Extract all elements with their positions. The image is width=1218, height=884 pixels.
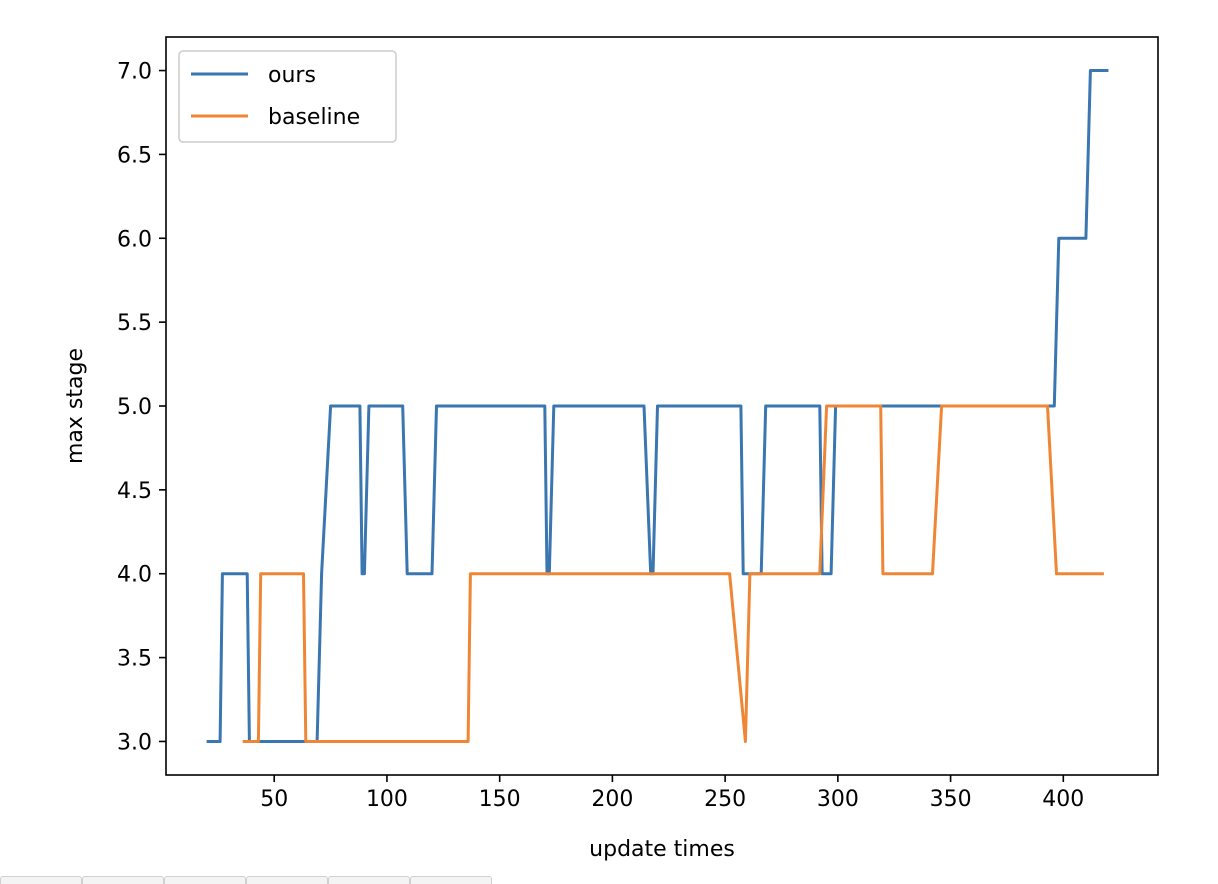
bottom-tab[interactable] bbox=[0, 876, 82, 884]
x-axis-label: update times bbox=[589, 837, 735, 862]
y-tick-label: 5.5 bbox=[117, 311, 152, 336]
y-axis: 3.0 3.5 4.0 4.5 5.0 5.5 6.0 6.5 7.0 bbox=[117, 60, 166, 755]
bottom-tab[interactable] bbox=[328, 876, 410, 884]
y-axis-label: max stage bbox=[63, 348, 88, 464]
bottom-tab[interactable] bbox=[246, 876, 328, 884]
y-tick-label: 6.0 bbox=[117, 227, 152, 252]
series-line-baseline bbox=[242, 404, 1104, 743]
bottom-tab[interactable] bbox=[410, 876, 492, 884]
x-tick-label: 300 bbox=[817, 787, 859, 812]
legend: ours baseline bbox=[178, 50, 397, 143]
bottom-tab[interactable] bbox=[82, 876, 164, 884]
legend-label-baseline: baseline bbox=[268, 105, 360, 130]
y-tick-label: 3.0 bbox=[117, 730, 152, 755]
y-tick-label: 5.0 bbox=[117, 395, 152, 420]
x-axis: 50 100 150 200 250 300 350 400 bbox=[260, 775, 1084, 812]
x-tick-label: 150 bbox=[479, 787, 521, 812]
bottom-tab[interactable] bbox=[164, 876, 246, 884]
x-tick-label: 250 bbox=[704, 787, 746, 812]
y-tick-label: 6.5 bbox=[117, 143, 152, 168]
x-tick-label: 100 bbox=[366, 787, 408, 812]
series-layer bbox=[206, 69, 1109, 743]
x-tick-label: 200 bbox=[591, 787, 633, 812]
y-tick-label: 3.5 bbox=[117, 647, 152, 672]
y-tick-label: 4.5 bbox=[117, 479, 152, 504]
x-tick-label: 50 bbox=[260, 787, 288, 812]
bottom-tab-strip bbox=[0, 876, 505, 884]
legend-label-ours: ours bbox=[268, 63, 316, 88]
x-tick-label: 350 bbox=[930, 787, 972, 812]
y-tick-label: 4.0 bbox=[117, 563, 152, 588]
x-tick-label: 400 bbox=[1042, 787, 1084, 812]
y-tick-label: 7.0 bbox=[117, 60, 152, 85]
